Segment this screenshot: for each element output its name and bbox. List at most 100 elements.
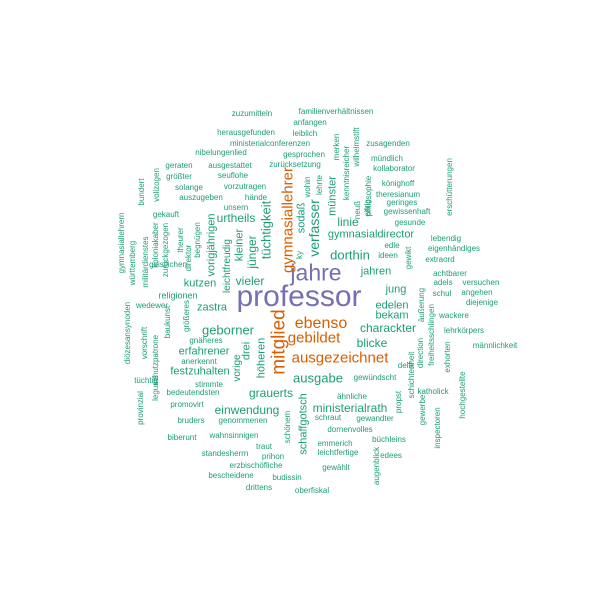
word-grosseres: größeres	[182, 299, 191, 333]
word-prihon: prihon	[261, 452, 285, 461]
word-neuss: neuß	[353, 200, 362, 220]
word-ministerialrath: ministerialrath	[312, 401, 388, 415]
word-junger: jünger	[245, 235, 259, 269]
word-ausgezeichnet: ausgezeichnet	[291, 349, 389, 367]
word-urtheils: urtheils	[216, 211, 256, 225]
word-hoheren: höheren	[255, 337, 268, 379]
word-ausgestattet: ausgestattet	[208, 161, 252, 170]
word-eifrig: eifrig	[363, 199, 372, 217]
word-gesprochen: gesprochen	[283, 150, 325, 159]
word-wohin: wohin	[303, 176, 312, 198]
word-wilhelmstift: wilhelmstift	[352, 127, 361, 167]
word-jung: jung	[385, 283, 407, 296]
word-sodass: sodaß	[295, 202, 308, 234]
word-ahnliche: ähnliche	[337, 392, 367, 401]
word-kollaborator: kollaborator	[373, 164, 415, 173]
word-lehrkorpers: lehrkörpers	[443, 326, 485, 335]
word-jahre: jahre	[290, 259, 342, 286]
word-gymnasialdirector: gymnasialdirector	[327, 228, 415, 241]
word-edelen: edelen	[375, 299, 409, 312]
word-anerkennt: anerkennt	[181, 357, 217, 366]
word-oberfiskal: oberfiskal	[294, 486, 330, 495]
word-direction: direction	[416, 337, 425, 369]
word-koloniakaber: koloniakaber	[151, 222, 160, 268]
word-einwendung: einwendung	[214, 403, 280, 417]
word-drittens: drittens	[245, 483, 273, 492]
word-vorigjahrigen: vorigjährigen	[205, 213, 218, 277]
word-leichtfertige: leichtfertige	[317, 448, 359, 457]
word-baukunst: baukunst	[163, 305, 172, 339]
word-mundlich: mündlich	[370, 154, 404, 163]
word-drei: drei	[240, 341, 253, 361]
word-mannlichkeit: männlichkeit	[472, 341, 518, 350]
word-schichtenheit: schichtenheit	[407, 351, 416, 399]
word-merken: merken	[332, 133, 341, 161]
word-angehen: angehen	[461, 288, 493, 297]
word-gewahlt: gewählt	[322, 463, 350, 472]
word-stimmte: stimmte	[195, 380, 223, 389]
word-gesunde: gesunde	[394, 218, 426, 227]
word-vorschrift: vorschrift	[140, 326, 149, 360]
word-militardienstes: militärdienstes	[141, 236, 150, 288]
word-standesherrn: standesherrn	[201, 449, 249, 458]
word-diozesansynoden: diözesansynoden	[123, 301, 132, 365]
word-theresianum: theresianum	[375, 190, 421, 199]
word-vieler: vieler	[235, 274, 265, 288]
word-bekam: bekam	[375, 309, 409, 322]
word-bundert: bundert	[137, 178, 146, 206]
word-grosster: größter	[166, 172, 192, 181]
word-genommenen: genommenen	[218, 416, 268, 425]
word-legums: legums	[151, 375, 160, 401]
word-linie: linie	[337, 215, 359, 229]
word-bescheidene: bescheidene	[208, 471, 254, 480]
word-nibelungenlied: nibelungenlied	[195, 148, 247, 157]
word-munster: münster	[326, 176, 339, 216]
word-lebendig: lebendig	[430, 234, 462, 243]
word-zusagenden: zusagenden	[366, 139, 410, 148]
word-schraut: schraut	[314, 413, 342, 422]
word-extraord: extraord	[425, 255, 455, 264]
word-unsern: unsern	[223, 203, 249, 212]
word-solange: solange	[174, 183, 204, 192]
word-diejenige: diejenige	[465, 298, 499, 307]
word-versuchen: versuchen	[462, 278, 500, 287]
word-budissin: budissin	[272, 473, 302, 482]
word-vorzutragen: vorzutragen	[223, 182, 267, 191]
word-inspectoren: inspectoren	[433, 407, 442, 449]
word-edees: edees	[380, 451, 402, 460]
word-emmerich: emmerich	[317, 439, 353, 448]
word-zuruckgezogen: zurückgezogen	[161, 222, 170, 278]
word-gebildet: gebildet	[287, 329, 341, 347]
word-bedeutendsten: bedeutendsten	[166, 388, 220, 397]
word-gymnasiallehrer: gymnasiallehrer	[279, 167, 297, 273]
word-dornenvolles: dornenvolles	[327, 425, 373, 434]
word-promovirt: promovirt	[170, 400, 204, 409]
word-tuchtigkeit: tüchtigkeit	[258, 200, 274, 260]
word-geringes: geringes	[386, 198, 418, 207]
word-biberunt: biberunt	[167, 433, 197, 442]
word-buchleins: büchleins	[372, 435, 406, 444]
word-charackter: charackter	[359, 321, 417, 335]
word-professor: professor	[236, 280, 362, 313]
word-gymnasiallehrern: gymnasiallehrern	[117, 212, 126, 274]
word-tuchtig: tüchtig	[134, 376, 158, 385]
word-hochgestellte: hochgestellte	[458, 371, 467, 419]
word-propst: propst	[394, 390, 403, 414]
word-gewikt: gewikt	[404, 246, 413, 270]
word-direktor: direktor	[184, 244, 193, 272]
word-kenntnisreicher: kenntnisreicher	[342, 145, 351, 201]
word-schul: schul	[432, 289, 452, 298]
word-wahnsinnigen: wahnsinnigen	[209, 431, 259, 440]
word-ky: ky	[295, 251, 304, 259]
word-blicke: blicke	[356, 336, 388, 350]
word-zuzumitteln: zuzumitteln	[231, 109, 273, 118]
word-bruders: bruders	[177, 416, 205, 425]
word-exhorten: exhorten	[443, 341, 452, 373]
word-wurttemberg: württemberg	[128, 240, 137, 286]
word-geraten: geraten	[165, 161, 193, 170]
word-herausgefunden: herausgefunden	[217, 128, 275, 137]
word-traut: traut	[255, 442, 273, 451]
word-vorige: vorige	[232, 354, 243, 382]
word-provinzial: provinzial	[136, 391, 145, 425]
